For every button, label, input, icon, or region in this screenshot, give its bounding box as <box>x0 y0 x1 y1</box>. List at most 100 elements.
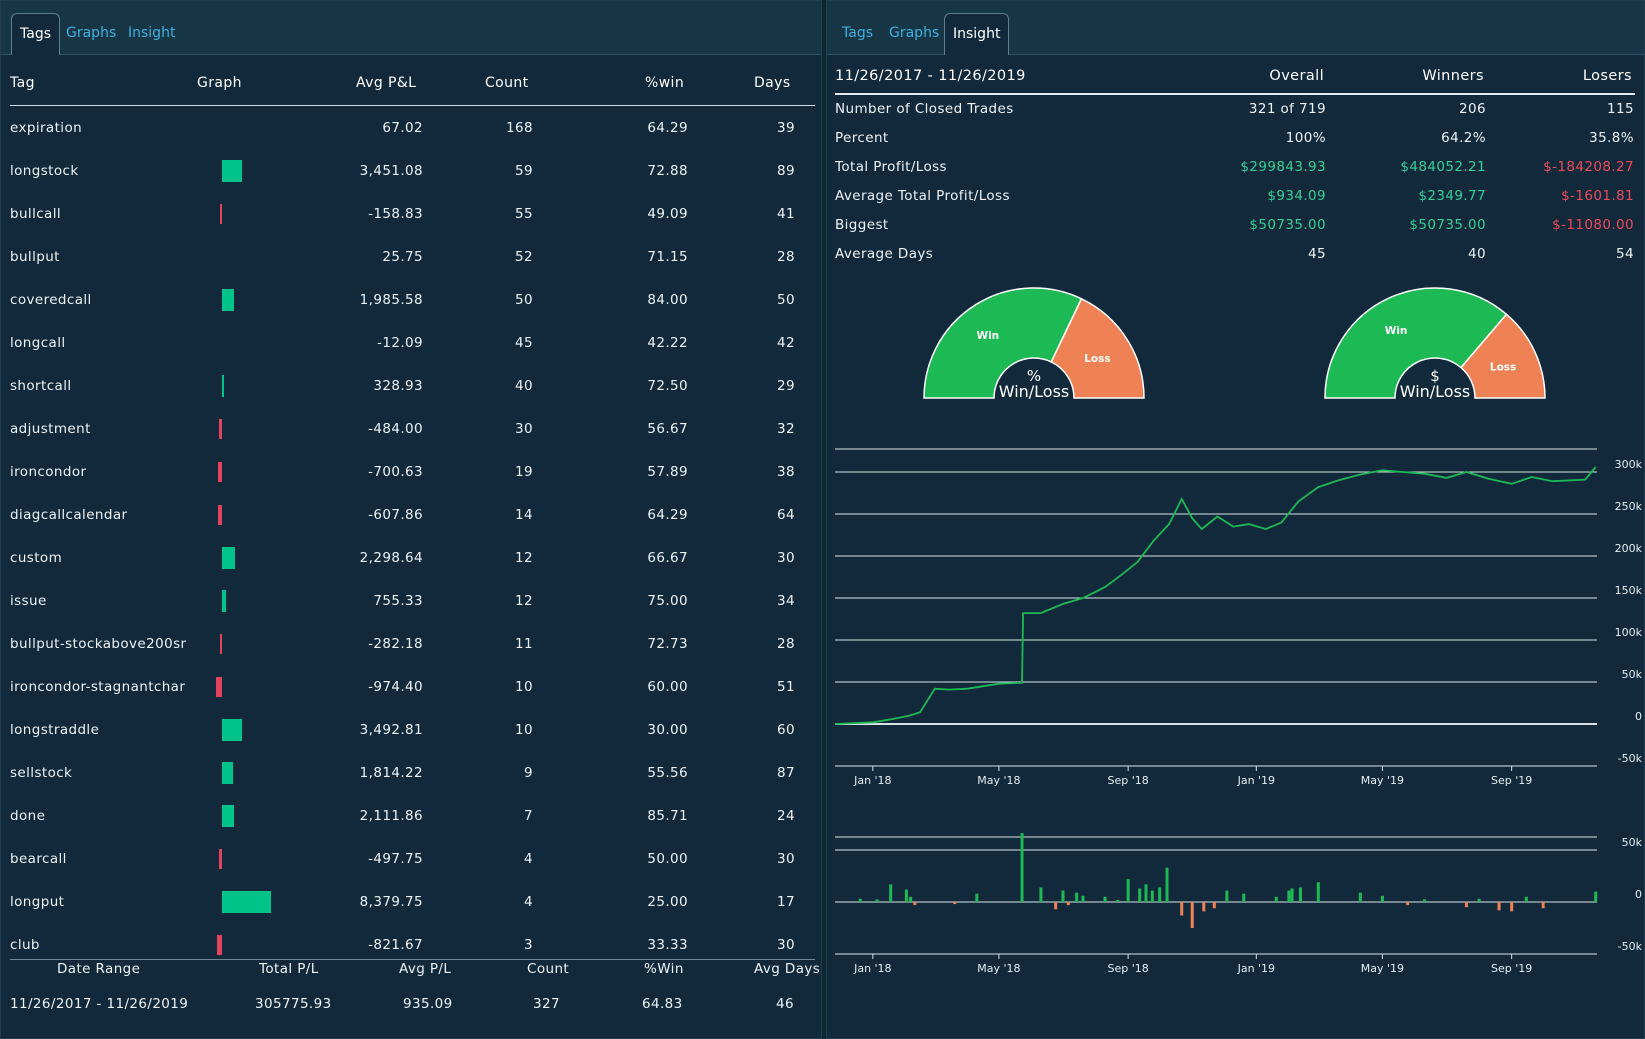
table-row[interactable]: adjustment -484.00 30 56.67 32 <box>1 407 823 450</box>
avg-pl-value: 1,985.58 <box>359 291 423 308</box>
tag-name: adjustment <box>10 420 91 437</box>
footer-divider <box>10 959 815 960</box>
avg-pl-value: 328.93 <box>373 377 423 394</box>
tag-name: done <box>10 807 46 824</box>
tag-name: bullput <box>10 248 60 265</box>
count-value: 12 <box>515 549 533 566</box>
x-tick-label: Sep '18 <box>1108 962 1149 975</box>
x-tick-label: May '18 <box>977 774 1020 787</box>
table-row[interactable]: ironcondor -700.63 19 57.89 38 <box>1 450 823 493</box>
column-header-graph[interactable]: Graph <box>197 75 242 91</box>
column-header-tag[interactable]: Tag <box>10 75 35 91</box>
tab-graphs[interactable]: Graphs <box>66 25 117 41</box>
table-row[interactable]: coveredcall 1,985.58 50 84.00 50 <box>1 278 823 321</box>
table-row[interactable]: expiration 67.02 168 64.29 39 <box>1 106 823 149</box>
table-row[interactable]: sellstock 1,814.22 9 55.56 87 <box>1 751 823 794</box>
pl-bar <box>1081 895 1085 902</box>
table-row[interactable]: club -821.67 3 33.33 30 <box>1 923 823 966</box>
pl-bar <box>1061 890 1065 902</box>
table-row[interactable]: ironcondor-stagnantchar -974.40 10 60.00 51 <box>1 665 823 708</box>
table-row[interactable]: bullcall -158.83 55 49.09 41 <box>1 192 823 235</box>
pl-bar <box>953 902 957 905</box>
x-tick-label: Sep '19 <box>1491 962 1532 975</box>
table-row[interactable]: bearcall -497.75 4 50.00 30 <box>1 837 823 880</box>
pl-bar <box>1541 902 1545 909</box>
stats-overall: 45 <box>1308 246 1326 262</box>
days-value: 87 <box>777 764 795 781</box>
count-value: 50 <box>515 291 533 308</box>
tag-name: issue <box>10 592 47 609</box>
table-row[interactable]: bullput 25.75 52 71.15 28 <box>1 235 823 278</box>
avg-pl-value: 755.33 <box>373 592 423 609</box>
x-tick-label: May '19 <box>1361 774 1404 787</box>
tab-insight[interactable]: Insight <box>128 25 176 41</box>
cumulative-pl-line <box>834 466 1597 725</box>
pl-bar <box>222 546 236 569</box>
table-row[interactable]: shortcall 328.93 40 72.50 29 <box>1 364 823 407</box>
y-tick-label: -50k <box>1618 752 1643 765</box>
table-row[interactable]: longstraddle 3,492.81 10 30.00 60 <box>1 708 823 751</box>
gauge-caption: Win/Loss <box>1400 382 1471 401</box>
table-row[interactable]: bullput-stockabove200sr -282.18 11 72.73 28 <box>1 622 823 665</box>
count-value: 11 <box>515 635 533 652</box>
footer-header-total-pl: Total P/L <box>259 961 319 977</box>
stats-overall: 100% <box>1285 130 1326 146</box>
stats-winners: $484052.21 <box>1400 159 1486 175</box>
tab-tags[interactable]: Tags <box>11 13 60 55</box>
pl-bar <box>217 934 222 955</box>
avg-pl-value: -607.86 <box>368 506 423 523</box>
table-row[interactable]: longcall -12.09 45 42.22 42 <box>1 321 823 364</box>
x-tick-label: Sep '18 <box>1108 774 1149 787</box>
table-row[interactable]: issue 755.33 12 75.00 34 <box>1 579 823 622</box>
win-percent-value: 72.88 <box>647 162 688 179</box>
pl-bar <box>1158 887 1162 902</box>
count-value: 3 <box>524 936 533 953</box>
avg-pl-value: 3,451.08 <box>359 162 423 179</box>
stats-label: Total Profit/Loss <box>835 159 947 175</box>
pl-bar <box>1477 898 1481 902</box>
gauge-symbol: $ <box>1430 367 1440 385</box>
avg-pl-value: 67.02 <box>382 119 423 136</box>
pl-bar <box>1039 887 1043 902</box>
footer-count: 327 <box>533 996 560 1012</box>
days-value: 41 <box>777 205 795 222</box>
count-value: 52 <box>515 248 533 265</box>
tag-name: longput <box>10 893 65 910</box>
tag-name: custom <box>10 549 63 566</box>
x-tick-label: Jan '18 <box>853 962 891 975</box>
stats-row: Percent 100% 64.2% 35.8% <box>827 126 1645 155</box>
tag-name: bullput-stockabove200sr <box>10 635 187 652</box>
win-percent-value: 72.50 <box>647 377 688 394</box>
column-header-avg-pl[interactable]: Avg P&L <box>356 75 417 91</box>
win-percent-value: 49.09 <box>647 205 688 222</box>
pl-bar <box>216 676 222 697</box>
table-row[interactable]: custom 2,298.64 12 66.67 30 <box>1 536 823 579</box>
stats-header-winners: Winners <box>1422 68 1484 84</box>
stats-header-overall: Overall <box>1269 68 1324 84</box>
table-row[interactable]: longstock 3,451.08 59 72.88 89 <box>1 149 823 192</box>
y-tick-label: 0 <box>1635 888 1642 901</box>
avg-pl-value: -700.63 <box>368 463 423 480</box>
table-row[interactable]: done 2,111.86 7 85.71 24 <box>1 794 823 837</box>
pl-bar <box>222 288 234 311</box>
column-header-days[interactable]: Days <box>754 75 791 91</box>
gauge-loss-segment <box>1050 297 1145 399</box>
table-row[interactable]: diagcallcalendar -607.86 14 64.29 64 <box>1 493 823 536</box>
days-value: 29 <box>777 377 795 394</box>
days-value: 42 <box>777 334 795 351</box>
tag-name: ironcondor <box>10 463 87 480</box>
tab-insight[interactable]: Insight <box>944 13 1010 55</box>
column-header-count[interactable]: Count <box>485 75 529 91</box>
insight-panel: Tags Graphs Insight 11/26/2017 - 11/26/2… <box>826 0 1645 1039</box>
pl-bar <box>1316 882 1320 902</box>
avg-pl-value: -12.09 <box>377 334 423 351</box>
tab-graphs[interactable]: Graphs <box>889 25 940 41</box>
table-row[interactable]: longput 8,379.75 4 25.00 17 <box>1 880 823 923</box>
win-percent-value: 85.71 <box>647 807 688 824</box>
y-tick-label: 150k <box>1615 584 1643 597</box>
count-value: 12 <box>515 592 533 609</box>
tab-tags[interactable]: Tags <box>842 25 873 41</box>
column-header-win[interactable]: %win <box>645 75 685 91</box>
win-percent-value: 30.00 <box>647 721 688 738</box>
left-tabbar: Tags Graphs Insight <box>1 1 821 55</box>
